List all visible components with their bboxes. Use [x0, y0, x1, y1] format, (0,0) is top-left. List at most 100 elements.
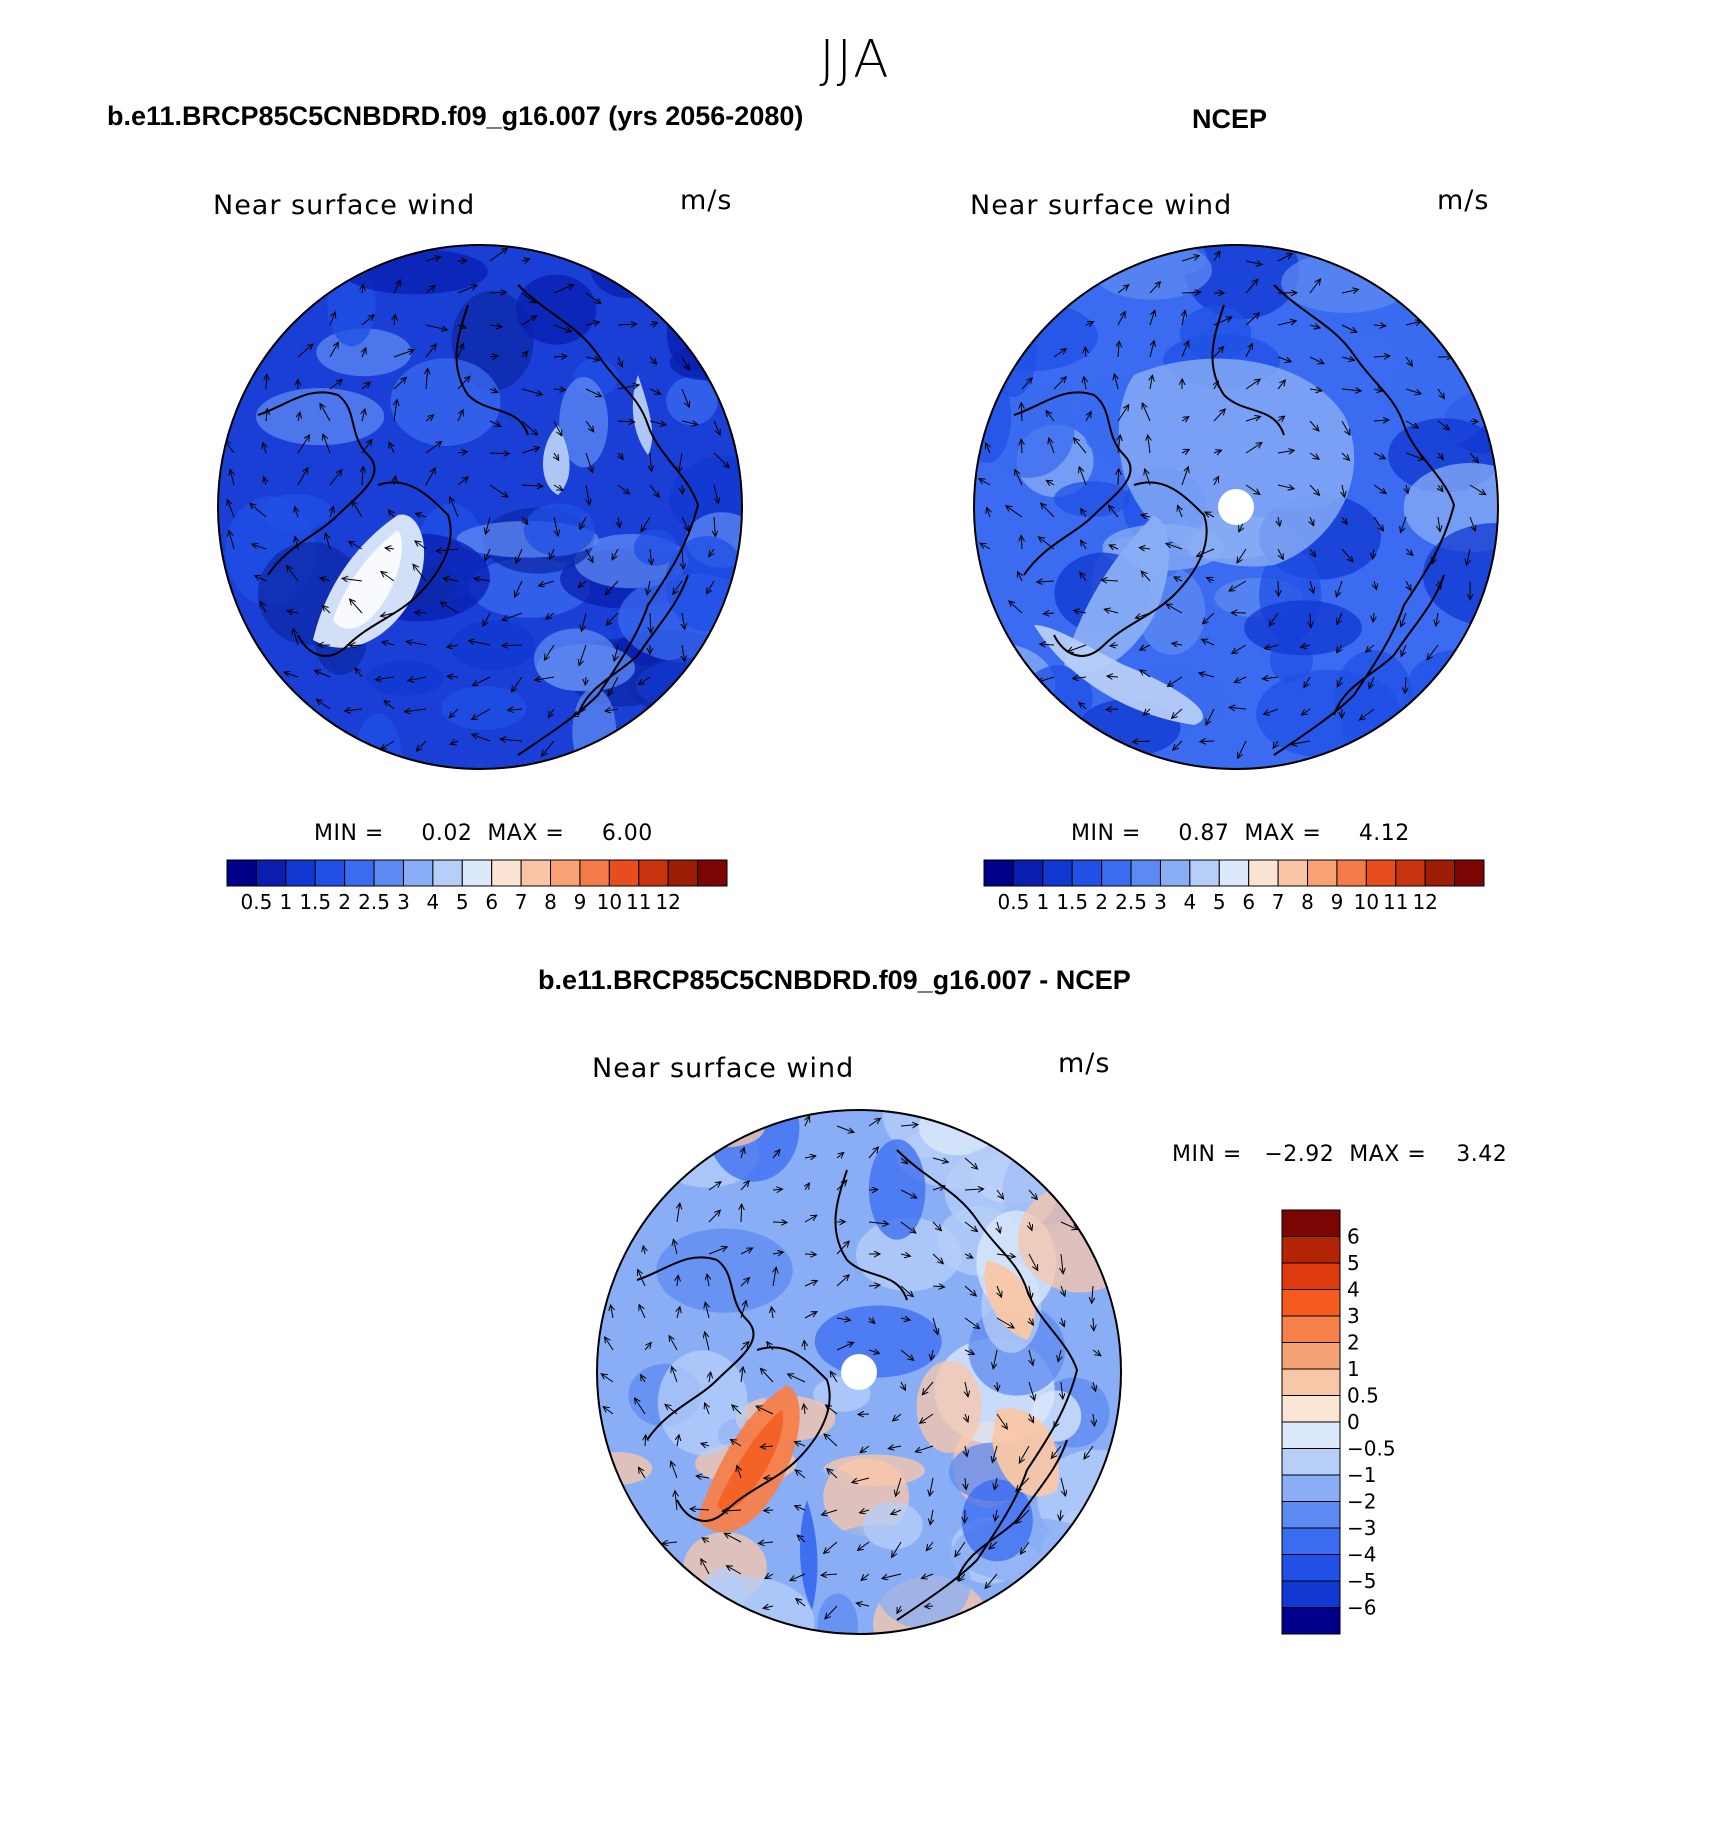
- obs-map-pole-hole: [1218, 489, 1254, 525]
- diff-map-wind-arrow: [860, 1445, 870, 1453]
- obs-map-wind-arrow: [1232, 644, 1247, 654]
- obs-map-wind-arrow: [1021, 378, 1032, 390]
- model-map-wind-arrow: [320, 578, 331, 581]
- diff-colorbar-tick-label: 6: [1347, 1225, 1360, 1249]
- diff-map-wind-arrow: [997, 1381, 998, 1391]
- obs-map-wind-arrow: [1107, 676, 1119, 677]
- model-map-wind-arrow: [585, 292, 601, 304]
- model-colorbar-tick-label: 1: [279, 890, 292, 914]
- diff-map-wind-arrow: [641, 1375, 645, 1383]
- diff-map-wind-arrow: [1060, 1221, 1078, 1230]
- diff-map-coastline: [676, 1346, 831, 1522]
- model-map-wind-arrow: [489, 248, 507, 262]
- model-map-wind-arrow: [425, 344, 436, 358]
- obs-map-wind-arrow: [1309, 389, 1322, 391]
- model-colorbar-swatch-3: [314, 859, 346, 887]
- diff-map-wind-arrow: [964, 1350, 974, 1354]
- obs-map-coastline: [1013, 391, 1132, 576]
- diff-map-wind-arrow: [1029, 1285, 1031, 1299]
- model-map-wind-arrow: [329, 380, 342, 390]
- diff-map-wind-arrow: [882, 1573, 902, 1578]
- diff-map-wind-arrow: [741, 1204, 742, 1223]
- diff-map-pole-hole: [841, 1354, 877, 1390]
- model-colorbar-swatch-7: [432, 859, 463, 887]
- diff-colorbar-swatch-13: [1281, 1554, 1341, 1582]
- diff-map-feature: [800, 1500, 818, 1610]
- obs-map-wind-arrow: [1140, 670, 1151, 678]
- model-map-wind-arrow: [682, 548, 683, 569]
- model-map-wind-arrow: [585, 452, 593, 472]
- obs-map-wind-arrow: [1373, 452, 1385, 459]
- model-map-wind-arrow: [673, 580, 683, 594]
- model-map-wind-arrow: [227, 499, 235, 518]
- obs-map-wind-arrow: [1309, 452, 1319, 459]
- obs-map-wind-arrow: [1301, 645, 1311, 647]
- diff-map-shade: [656, 1228, 793, 1313]
- diff-colorbar-swatch-7: [1281, 1395, 1341, 1423]
- model-map-wind-arrow: [404, 709, 427, 712]
- model-map-wind-arrow: [472, 676, 491, 686]
- obs-colorbar-tick-label: 11: [1383, 890, 1408, 914]
- model-colorbar-swatch-9: [491, 859, 522, 887]
- model-map-wind-arrow: [472, 708, 491, 720]
- diff-map-wind-arrow: [804, 1340, 805, 1351]
- model-map-shade: [523, 503, 595, 557]
- model-max-label: MAX =: [487, 821, 565, 846]
- diff-map-wind-arrow: [1019, 1445, 1030, 1463]
- obs-map-wind-arrow: [1084, 377, 1086, 390]
- obs-map-wind-arrow: [1373, 420, 1389, 421]
- obs-map-wind-arrow: [1336, 644, 1342, 653]
- obs-colorbar-swatch-13: [1365, 859, 1397, 887]
- diff-map-wind-arrow: [901, 1381, 905, 1390]
- obs-map-wind-arrow: [1310, 548, 1316, 557]
- model-map-wind-arrow: [230, 470, 234, 486]
- diff-map-wind-arrow: [1084, 1445, 1094, 1459]
- diff-max-value: 3.42: [1456, 1142, 1508, 1167]
- obs-map-wind-arrow: [1214, 381, 1218, 390]
- obs-map-wind-arrow: [1277, 254, 1292, 262]
- model-map-wind-arrow: [457, 285, 477, 294]
- model-map-shade: [441, 685, 527, 731]
- obs-map-wind-arrow: [1310, 516, 1314, 526]
- diff-map-wind-arrow: [669, 1336, 678, 1351]
- obs-map-wind-arrow: [1341, 548, 1353, 562]
- obs-map-wind-arrow: [1213, 409, 1225, 422]
- model-map-wind-arrow: [650, 612, 651, 633]
- obs-colorbar-swatch-2: [1042, 859, 1073, 887]
- diff-map-wind-arrow: [705, 1302, 709, 1319]
- model-map-wind-arrow: [544, 644, 555, 660]
- model-map-feature: [632, 375, 653, 455]
- model-colorbar-swatch-6: [402, 859, 434, 887]
- diff-map-wind-arrow: [958, 1573, 966, 1581]
- diff-map-shade: [1040, 1504, 1121, 1609]
- obs-map-wind-arrow: [1374, 580, 1377, 590]
- diff-map-wind-arrow: [705, 1403, 709, 1415]
- obs-colorbar-tick-label: 2: [1095, 890, 1108, 914]
- diff-map-wind-arrow: [996, 1254, 1015, 1257]
- model-colorbar-tick-label: 11: [626, 890, 651, 914]
- diff-map-shade: [657, 1350, 748, 1456]
- obs-map-wind-arrow: [1117, 312, 1125, 326]
- diff-map-wind-arrow: [764, 1510, 774, 1511]
- model-map-wind-arrow: [317, 699, 331, 710]
- model-map-wind-arrow: [315, 670, 331, 678]
- model-map-wind-arrow: [553, 420, 562, 436]
- diff-map-wind-arrow: [772, 1189, 782, 1190]
- model-map-wind-arrow: [489, 420, 501, 426]
- model-map-wind-arrow: [375, 677, 395, 680]
- model-map-wind-arrow: [713, 484, 718, 504]
- obs-map-wind-arrow: [1373, 325, 1386, 326]
- obs-map-wind-arrow: [1017, 572, 1022, 582]
- model-map-wind-arrow: [585, 676, 586, 685]
- diff-map-wind-arrow: [965, 1381, 968, 1397]
- diff-map-wind-arrow: [1060, 1477, 1065, 1496]
- obs-map-wind-arrow: [1181, 467, 1188, 486]
- obs-colorbar-swatch-10: [1277, 859, 1309, 887]
- model-map-shade: [354, 713, 402, 769]
- model-map-wind-arrow: [500, 739, 523, 741]
- obs-map-wind-arrow: [1085, 347, 1086, 358]
- diff-map-wind-arrow: [639, 1305, 646, 1319]
- diff-map-wind-arrow: [690, 1509, 710, 1510]
- diff-min-label: MIN =: [1172, 1142, 1242, 1167]
- diff-map-wind-arrow: [677, 1275, 678, 1287]
